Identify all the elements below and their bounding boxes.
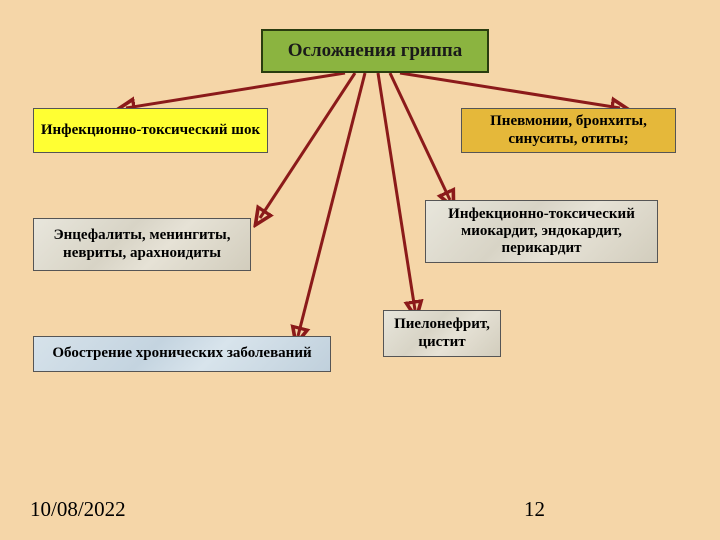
footer-date: 10/08/2022 (30, 497, 126, 522)
edge-2 (260, 73, 355, 218)
node-label: Инфекционно-токсический шок (41, 122, 260, 139)
node-label: Энцефалиты, менингиты, невриты, арахноид… (40, 227, 244, 262)
node-n3: Энцефалиты, менингиты, невриты, арахноид… (33, 218, 251, 271)
edge-3 (390, 73, 450, 200)
node-label: Инфекционно-токсический миокардит, эндок… (432, 206, 651, 258)
node-label: Пневмонии, бронхиты, синуситы, отиты; (468, 113, 669, 148)
node-n5: Обострение хронических заболеваний (33, 336, 331, 372)
node-n4: Инфекционно-токсический миокардит, эндок… (425, 200, 658, 263)
edge-5 (378, 73, 415, 310)
edge-0 (126, 73, 345, 108)
edge-1 (400, 73, 620, 108)
footer-page: 12 (524, 497, 545, 522)
node-label: Пиелонефрит, цистит (390, 316, 494, 351)
root-node: Осложнения гриппа (261, 29, 489, 73)
node-n6: Пиелонефрит, цистит (383, 310, 501, 357)
node-label: Обострение хронических заболеваний (52, 345, 311, 362)
node-n1: Инфекционно-токсический шок (33, 108, 268, 153)
node-n2: Пневмонии, бронхиты, синуситы, отиты; (461, 108, 676, 153)
edge-4 (298, 73, 365, 336)
root-label: Осложнения гриппа (288, 40, 463, 62)
